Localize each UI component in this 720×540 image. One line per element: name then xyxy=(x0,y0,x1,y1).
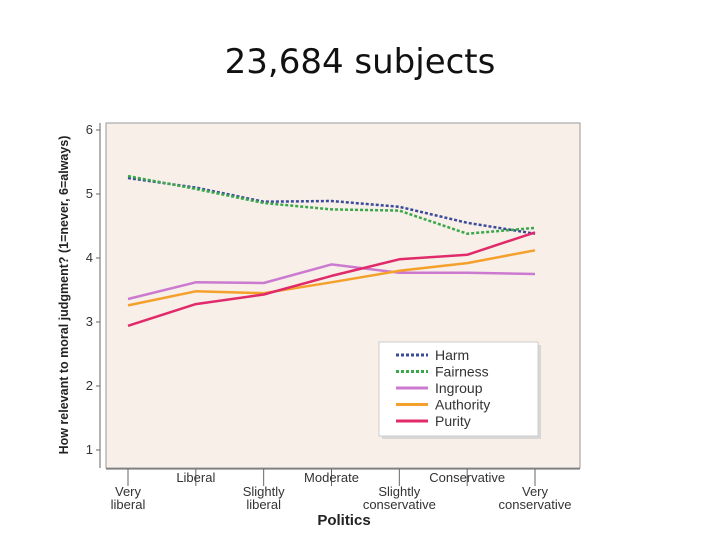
y-tick-label: 2 xyxy=(86,378,93,393)
x-tick-label: Slightly liberal xyxy=(243,484,285,512)
y-axis: 1 2 3 4 5 6 xyxy=(86,122,101,468)
y-tick-label: 1 xyxy=(86,442,93,457)
series-line-authority xyxy=(127,249,536,307)
x-tick-label: Slightly conservative xyxy=(363,484,436,512)
y-tick-label: 4 xyxy=(86,250,93,265)
y-axis-label: How relevant to moral judgment? (1=never… xyxy=(57,136,71,455)
series-line-fairness xyxy=(127,174,536,235)
x-tick-label: Very conservative xyxy=(499,484,572,512)
x-axis-label: Politics xyxy=(317,512,370,529)
x-tick-label: Very liberal xyxy=(111,484,146,512)
series-line-harm xyxy=(127,176,536,235)
x-tick-label: Liberal xyxy=(176,470,215,485)
legend-label-ingroup: Ingroup xyxy=(435,380,483,396)
x-tick-label: Moderate xyxy=(304,470,359,485)
series-group xyxy=(127,174,536,327)
x-tick-label: Conservative xyxy=(429,470,505,485)
series-line-purity xyxy=(127,231,536,327)
y-tick-label: 3 xyxy=(86,314,93,329)
y-tick-label: 6 xyxy=(86,122,93,137)
legend-label-purity: Purity xyxy=(435,413,471,429)
y-tick-label: 5 xyxy=(86,186,93,201)
legend-label-fairness: Fairness xyxy=(435,364,489,380)
series-line-ingroup xyxy=(127,263,536,301)
x-axis: Very liberal Liberal Slightly liberal Moderat… xyxy=(106,468,580,512)
legend-label-harm: Harm xyxy=(435,347,469,363)
slide-title: 23,684 subjects xyxy=(224,42,496,82)
legend-label-authority: Authority xyxy=(435,397,490,413)
